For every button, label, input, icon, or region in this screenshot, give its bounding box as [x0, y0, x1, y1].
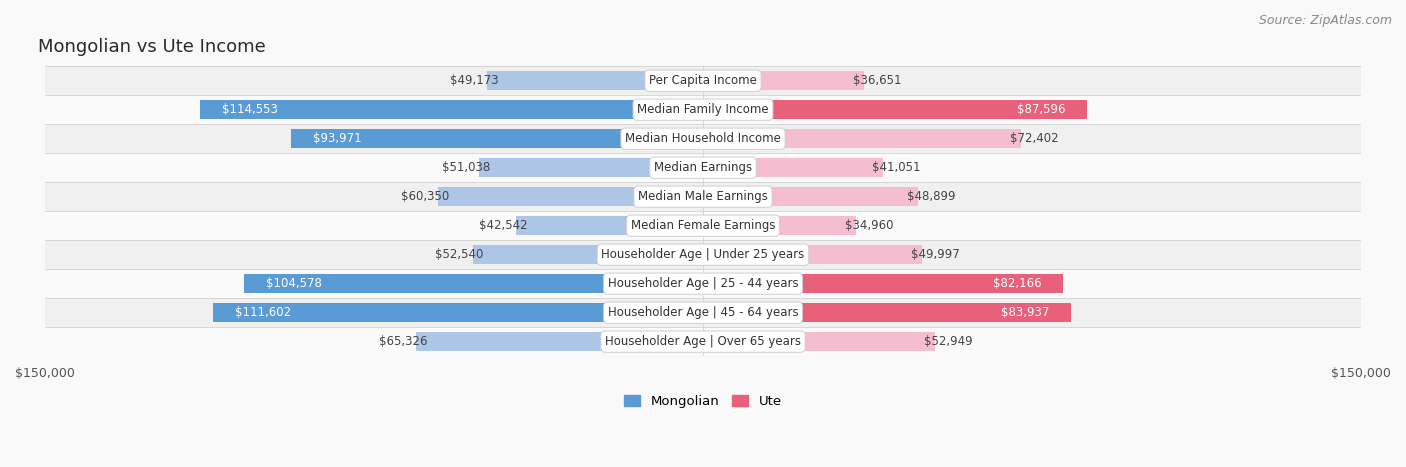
Bar	[214, 303, 703, 322]
Text: Median Earnings: Median Earnings	[654, 161, 752, 174]
Text: $51,038: $51,038	[441, 161, 491, 174]
Bar	[479, 158, 703, 177]
Text: $114,553: $114,553	[222, 103, 278, 116]
Text: Householder Age | Under 25 years: Householder Age | Under 25 years	[602, 248, 804, 261]
Text: Per Capita Income: Per Capita Income	[650, 74, 756, 87]
Bar	[703, 303, 1071, 322]
Bar	[291, 129, 703, 148]
Bar	[703, 71, 863, 90]
Text: $34,960: $34,960	[845, 219, 894, 232]
Bar	[45, 182, 1361, 211]
Bar	[45, 66, 1361, 95]
Bar	[703, 158, 883, 177]
Text: Householder Age | 45 - 64 years: Householder Age | 45 - 64 years	[607, 306, 799, 319]
Text: Mongolian vs Ute Income: Mongolian vs Ute Income	[38, 38, 266, 57]
Bar	[703, 187, 918, 206]
Bar	[45, 298, 1361, 327]
Bar	[703, 274, 1063, 293]
Text: $82,166: $82,166	[993, 277, 1042, 290]
Text: $60,350: $60,350	[401, 190, 449, 203]
Bar	[245, 274, 703, 293]
Bar	[45, 327, 1361, 356]
Text: $93,971: $93,971	[312, 132, 361, 145]
Text: $83,937: $83,937	[1001, 306, 1049, 319]
Text: $48,899: $48,899	[907, 190, 955, 203]
Bar	[703, 129, 1021, 148]
Bar	[472, 245, 703, 264]
Text: $49,173: $49,173	[450, 74, 498, 87]
Text: $65,326: $65,326	[378, 335, 427, 348]
Text: Median Family Income: Median Family Income	[637, 103, 769, 116]
Bar	[45, 211, 1361, 240]
Bar	[703, 216, 856, 235]
Bar	[703, 245, 922, 264]
Text: $49,997: $49,997	[911, 248, 960, 261]
Text: $104,578: $104,578	[266, 277, 322, 290]
Text: Median Female Earnings: Median Female Earnings	[631, 219, 775, 232]
Text: Householder Age | Over 65 years: Householder Age | Over 65 years	[605, 335, 801, 348]
Text: $52,540: $52,540	[434, 248, 484, 261]
Bar	[439, 187, 703, 206]
Text: $36,651: $36,651	[853, 74, 901, 87]
Text: $52,949: $52,949	[924, 335, 973, 348]
Bar	[45, 124, 1361, 153]
Text: $41,051: $41,051	[872, 161, 921, 174]
Bar	[416, 332, 703, 351]
Text: $111,602: $111,602	[235, 306, 291, 319]
Text: Householder Age | 25 - 44 years: Householder Age | 25 - 44 years	[607, 277, 799, 290]
Bar	[703, 332, 935, 351]
Bar	[45, 153, 1361, 182]
Bar	[488, 71, 703, 90]
Bar	[45, 269, 1361, 298]
Bar	[45, 240, 1361, 269]
Text: Source: ZipAtlas.com: Source: ZipAtlas.com	[1258, 14, 1392, 27]
Text: $72,402: $72,402	[1010, 132, 1059, 145]
Text: Median Male Earnings: Median Male Earnings	[638, 190, 768, 203]
Bar	[516, 216, 703, 235]
Bar	[45, 95, 1361, 124]
Bar	[703, 100, 1087, 119]
Text: Median Household Income: Median Household Income	[626, 132, 780, 145]
Text: $87,596: $87,596	[1017, 103, 1066, 116]
Legend: Mongolian, Ute: Mongolian, Ute	[619, 389, 787, 413]
Bar	[201, 100, 703, 119]
Text: $42,542: $42,542	[478, 219, 527, 232]
